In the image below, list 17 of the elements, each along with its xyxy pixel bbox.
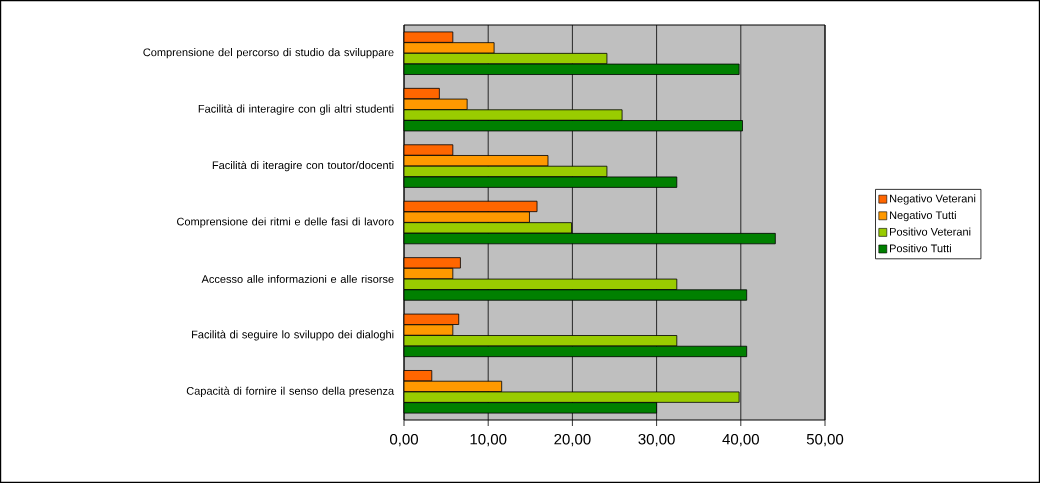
legend-label: Positivo Tutti [890, 244, 951, 253]
x-tick-label: 10,00 [470, 433, 507, 447]
y-tick-label: Accesso alle informazioni e alle risorse [201, 274, 394, 283]
x-tick-label: 50,00 [806, 433, 844, 447]
x-tick-label: 40,00 [722, 433, 759, 447]
x-tick-label: 0,00 [390, 433, 418, 447]
y-tick-label: Comprensione dei ritmi e delle fasi di lavoro [177, 217, 394, 228]
y-tick-label: Facilità di seguire lo sviluppo dei dialoghi [192, 330, 394, 341]
x-tick-label: 30,00 [638, 433, 675, 447]
legend-label: Negativo Veterani [890, 194, 976, 205]
y-tick-label: Facilità di iteragire con toutor/docenti [212, 160, 394, 172]
y-tick-label: Comprensione del percorso di studio da sviluppare [143, 48, 394, 59]
legend-label: Positivo Veterani [890, 227, 971, 236]
legend-label: Negativo Tutti [890, 210, 956, 222]
y-tick-label: Capacità di fornire il senso della presenza [186, 386, 395, 397]
x-tick-label: 20,00 [554, 433, 591, 447]
y-tick-label: Facilità di interagire con gli altri studenti [198, 104, 394, 115]
